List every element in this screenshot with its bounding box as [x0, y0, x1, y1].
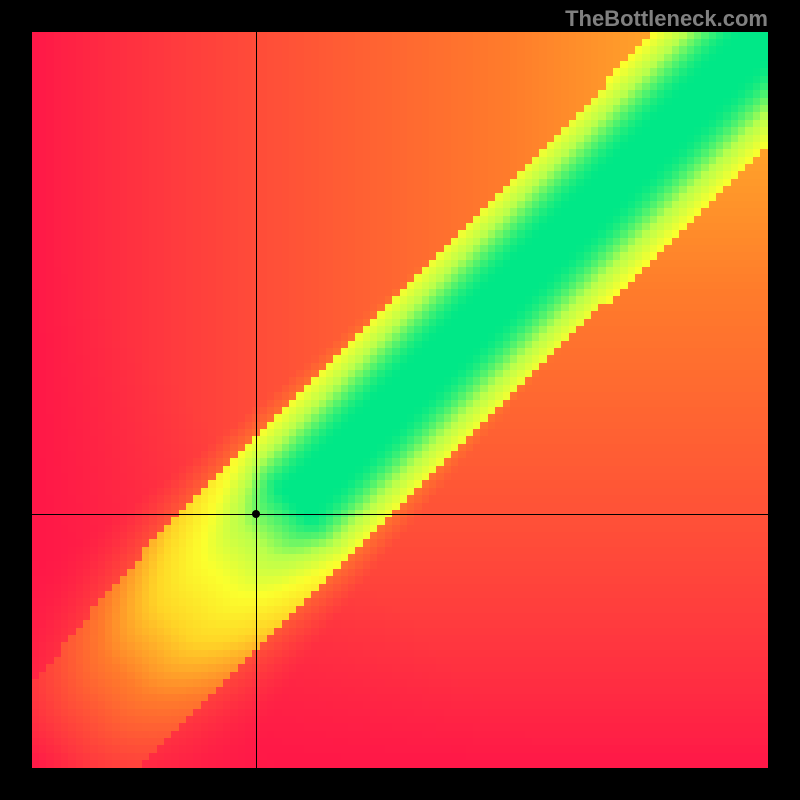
marker-dot — [252, 510, 260, 518]
crosshair-vertical — [256, 32, 257, 768]
chart-container: TheBottleneck.com — [0, 0, 800, 800]
chart-area — [32, 32, 768, 768]
watermark-text: TheBottleneck.com — [565, 6, 768, 32]
heatmap-canvas — [32, 32, 768, 768]
crosshair-horizontal — [32, 514, 768, 515]
